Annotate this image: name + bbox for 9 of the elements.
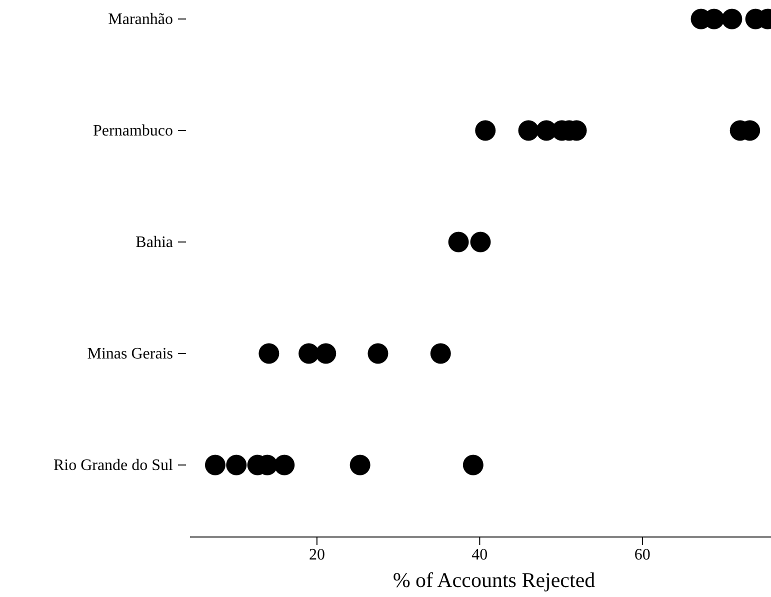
y-tick-label: Pernambuco xyxy=(93,122,173,140)
y-tick-label: Rio Grande do Sul xyxy=(53,457,174,474)
x-axis-title: % of Accounts Rejected xyxy=(392,568,596,592)
y-tick-label: Bahia xyxy=(136,234,173,252)
x-tick-label: 40 xyxy=(472,546,488,564)
x-tick-label: 20 xyxy=(308,546,325,564)
x-tick-label: 60 xyxy=(634,546,650,564)
y-tick-label: Maranhão xyxy=(108,11,173,28)
y-tick-label: Minas Gerais xyxy=(87,346,173,363)
